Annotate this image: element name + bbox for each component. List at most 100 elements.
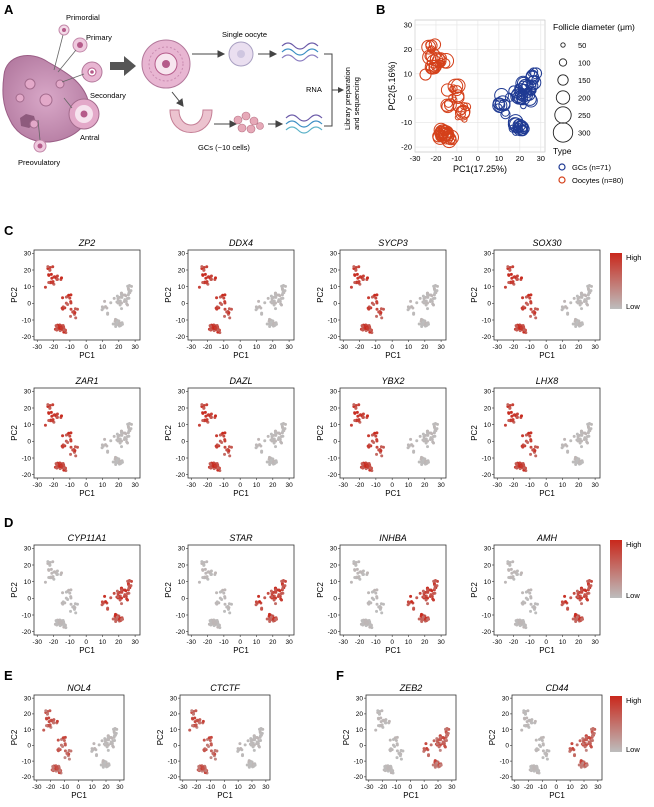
expression-point (55, 719, 59, 723)
plot-frame (33, 249, 141, 341)
expression-point (127, 578, 131, 582)
expression-point (419, 612, 423, 616)
expression-point (212, 329, 216, 333)
y-tick-label: 10 (404, 69, 412, 78)
x-tick-label: 10 (559, 482, 567, 489)
expression-point (270, 438, 274, 442)
schematic-panel: Primordial Primary Secondary Antral Preo… (2, 13, 361, 167)
follicle-small (39, 93, 53, 107)
expression-point (48, 268, 52, 272)
expression-point (111, 617, 115, 621)
expression-point (375, 293, 379, 297)
expression-point (266, 591, 270, 595)
x-tick-label: 30 (437, 639, 445, 646)
expression-point (519, 621, 523, 625)
x-tick-label: 20 (115, 639, 123, 646)
legend-size-title: Follicle diameter (μm) (553, 22, 635, 32)
expression-point (503, 423, 507, 427)
y-tick-label: 20 (484, 562, 492, 569)
expression-point (237, 748, 241, 752)
expression-point (269, 615, 273, 619)
expression-point (519, 326, 523, 330)
expression-point (279, 440, 283, 444)
y-tick-label: 20 (404, 45, 412, 54)
expression-point (587, 427, 591, 431)
expression-point (118, 441, 122, 445)
expression-point (281, 427, 285, 431)
expression-point (361, 466, 365, 470)
expression-point (68, 296, 72, 300)
expression-point (281, 584, 285, 588)
x-tick-label: 20 (269, 344, 277, 351)
expression-point (584, 294, 588, 298)
gc-point (530, 67, 543, 80)
expression-point (251, 745, 255, 749)
gc-point (500, 109, 511, 120)
gene-title: NOL4 (67, 683, 91, 693)
x-tick-label: 20 (434, 784, 442, 791)
x-tick-label: 20 (115, 344, 123, 351)
expression-point (522, 623, 526, 627)
expression-point (575, 432, 579, 436)
expression-point (279, 434, 283, 438)
y-tick-label: 10 (24, 422, 32, 429)
y-tick-label: 10 (330, 284, 338, 291)
expression-point (223, 588, 227, 592)
expression-point (569, 596, 573, 600)
expression-point (425, 293, 429, 297)
expression-point (200, 265, 204, 269)
expression-point (361, 328, 365, 332)
y-tick-label: -10 (500, 758, 510, 765)
expression-point (101, 601, 105, 605)
scale-low-label: Low (626, 302, 640, 311)
expression-point (127, 421, 131, 425)
expression-point (204, 769, 208, 773)
expression-point (364, 467, 368, 471)
expression-point (120, 322, 124, 326)
expression-point (510, 414, 514, 418)
expression-point (255, 306, 259, 310)
x-tick-label: 30 (285, 639, 293, 646)
expression-point (267, 612, 271, 616)
x-tick-label: 30 (285, 344, 293, 351)
x-tick-label: -30 (364, 784, 374, 791)
expression-point (198, 718, 202, 722)
expression-point (437, 738, 441, 742)
expression-point (63, 743, 67, 747)
expression-point (541, 743, 545, 747)
x-tick-label: 30 (262, 784, 270, 791)
expression-point (579, 588, 583, 592)
expression-point (426, 754, 430, 758)
expression-point (92, 742, 96, 746)
expression-point (361, 277, 365, 281)
expression-point (353, 280, 357, 284)
expression-point (503, 285, 507, 289)
expression-scale-legends: High Low High Low High Low (610, 253, 641, 754)
expression-point (375, 596, 379, 600)
expression-point (583, 738, 587, 742)
expression-point (213, 748, 217, 752)
y-tick-label: 20 (178, 405, 186, 412)
x-tick-label: 10 (99, 482, 107, 489)
expression-point (51, 575, 55, 579)
y-axis-label: PC2 (470, 582, 479, 598)
expression-point (238, 742, 242, 746)
expression-point (113, 727, 117, 731)
expression-point (71, 448, 75, 452)
x-tick-label: 0 (554, 784, 558, 791)
y-axis-label: PC2 (164, 425, 173, 441)
expression-point (374, 728, 378, 732)
oocyte-point (428, 62, 441, 75)
expression-point (429, 436, 433, 440)
expression-point (48, 563, 52, 567)
expression-point (430, 294, 434, 298)
x-tick-label: 0 (238, 482, 242, 489)
expression-point (209, 462, 213, 466)
expression-point (383, 768, 387, 772)
expression-point (584, 735, 588, 739)
expression-point (365, 621, 369, 625)
expression-point (266, 434, 270, 438)
expression-point (520, 571, 524, 575)
